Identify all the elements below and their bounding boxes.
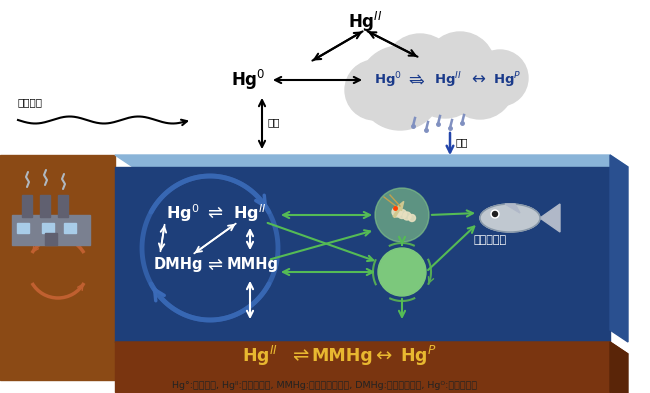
- Polygon shape: [610, 155, 628, 342]
- Polygon shape: [505, 204, 520, 213]
- Bar: [42, 223, 54, 233]
- Text: Hg$^{0}$: Hg$^{0}$: [374, 70, 402, 90]
- FancyArrow shape: [393, 201, 404, 218]
- Ellipse shape: [480, 204, 540, 232]
- Circle shape: [398, 209, 406, 219]
- Polygon shape: [115, 342, 610, 392]
- Bar: [40, 195, 50, 217]
- Text: MMHg: MMHg: [311, 347, 373, 365]
- Text: ↔: ↔: [375, 347, 391, 365]
- Text: Hg$^{0}$: Hg$^{0}$: [166, 202, 200, 224]
- Bar: [12, 215, 90, 245]
- Text: ⇌: ⇌: [207, 204, 222, 222]
- Text: 沈着: 沈着: [456, 137, 469, 147]
- Text: Hg$^{0}$: Hg$^{0}$: [231, 68, 265, 92]
- Polygon shape: [0, 155, 115, 380]
- Text: 食物網蓄穎: 食物網蓄穎: [473, 235, 506, 245]
- Text: Hg$^{II}$: Hg$^{II}$: [242, 344, 278, 368]
- Circle shape: [384, 34, 456, 106]
- Bar: [45, 233, 57, 245]
- Bar: [64, 223, 76, 233]
- Text: Hg$^{II}$: Hg$^{II}$: [348, 10, 382, 34]
- Text: 越境輸送: 越境輸送: [18, 97, 43, 107]
- Text: Hg$^{P}$: Hg$^{P}$: [400, 344, 436, 368]
- Polygon shape: [115, 155, 628, 167]
- Circle shape: [392, 207, 402, 217]
- Circle shape: [491, 210, 499, 218]
- Text: $\Rightarrow$: $\Rightarrow$: [410, 72, 426, 88]
- Text: Hg$^{P}$: Hg$^{P}$: [493, 70, 521, 90]
- Circle shape: [403, 212, 411, 220]
- Polygon shape: [115, 167, 610, 342]
- Text: ⇌: ⇌: [292, 347, 308, 365]
- Polygon shape: [610, 342, 628, 393]
- Text: ↔: ↔: [471, 71, 485, 89]
- Text: Hg$^{II}$: Hg$^{II}$: [233, 202, 266, 224]
- Circle shape: [378, 248, 426, 296]
- Bar: [17, 223, 29, 233]
- Polygon shape: [115, 342, 628, 354]
- Text: DMHg: DMHg: [153, 257, 203, 272]
- Text: ⇌: ⇌: [409, 72, 421, 88]
- Circle shape: [358, 46, 442, 130]
- Text: Hg$^{II}$: Hg$^{II}$: [434, 70, 462, 90]
- Circle shape: [345, 60, 405, 120]
- Circle shape: [408, 215, 415, 222]
- Circle shape: [375, 188, 429, 242]
- Bar: [58, 195, 68, 217]
- Polygon shape: [540, 204, 560, 232]
- Circle shape: [446, 51, 514, 119]
- Text: MMHg: MMHg: [227, 257, 279, 272]
- Bar: [22, 195, 32, 217]
- Text: ⇌: ⇌: [207, 256, 222, 274]
- Circle shape: [425, 32, 495, 102]
- Circle shape: [407, 42, 483, 118]
- Text: 拡散: 拡散: [268, 117, 281, 127]
- Circle shape: [472, 50, 528, 106]
- Text: Hg°:元素水銀, Hgᴵᴵ:酸化態水銀, MMHg:モノメチル水銀, DMHg:ジメチル水銀, Hgᴼ:粒子態水銀: Hg°:元素水銀, Hgᴵᴵ:酸化態水銀, MMHg:モノメチル水銀, DMHg…: [172, 382, 478, 391]
- Circle shape: [493, 211, 497, 217]
